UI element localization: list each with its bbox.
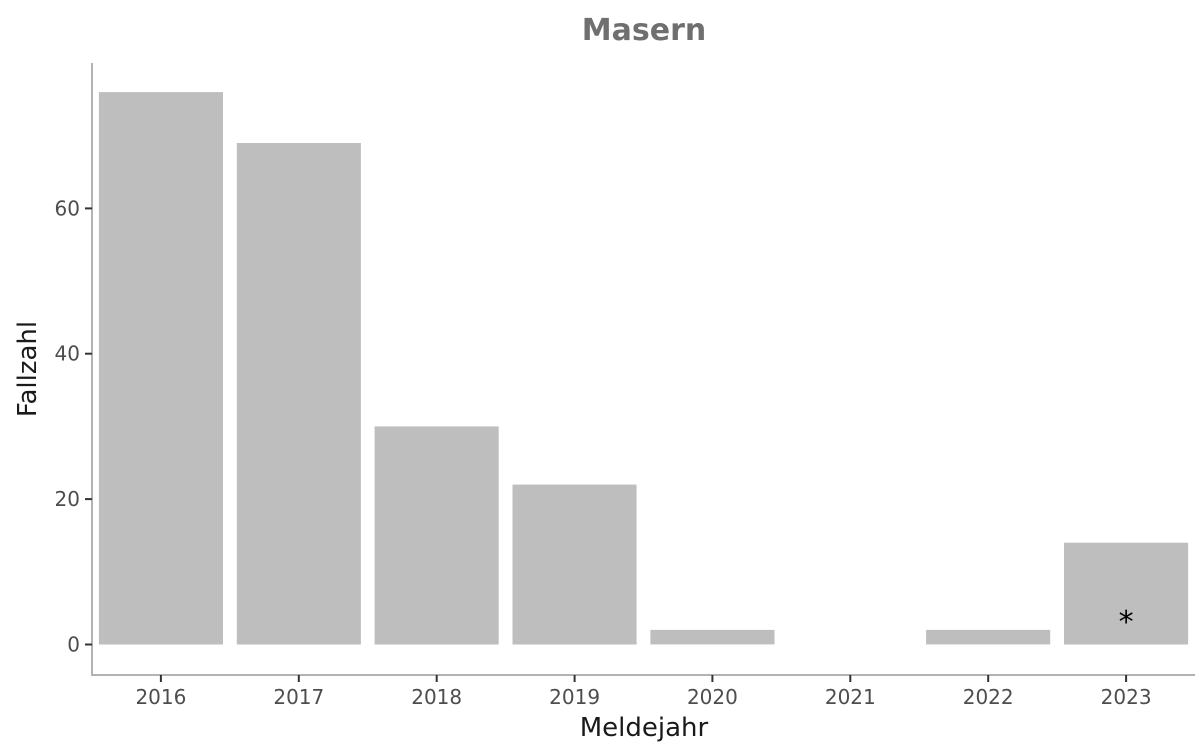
x-tick-label: 2018 [411,685,462,709]
y-tick-label: 60 [55,196,80,220]
x-tick-label: 2019 [549,685,600,709]
bar-2019 [512,484,637,645]
y-tick-label: 20 [55,487,80,511]
x-axis-ticks: 2016 2017 2018 2019 2020 2021 2022 2023 [135,675,1152,709]
x-tick-label: 2023 [1101,685,1152,709]
chart-title: Masern [582,13,706,48]
plot-area: * [98,92,1189,645]
y-axis-title: Fallzahl [13,321,43,417]
y-tick-label: 0 [67,633,80,657]
y-axis-ticks: 0 20 40 60 [55,196,92,657]
annotation-asterisk: * [1119,605,1134,640]
bar-2016 [98,92,223,645]
bar-2022 [926,629,1051,645]
bar-2018 [374,426,499,645]
x-tick-label: 2020 [687,685,738,709]
x-axis-title: Meldejahr [580,713,709,743]
x-tick-label: 2016 [135,685,186,709]
x-tick-label: 2021 [825,685,876,709]
x-tick-label: 2022 [963,685,1014,709]
x-tick-label: 2017 [273,685,324,709]
bar-2023 [1064,542,1189,645]
bar-2017 [236,143,361,645]
bar-2020 [650,629,775,645]
y-tick-label: 40 [55,342,80,366]
